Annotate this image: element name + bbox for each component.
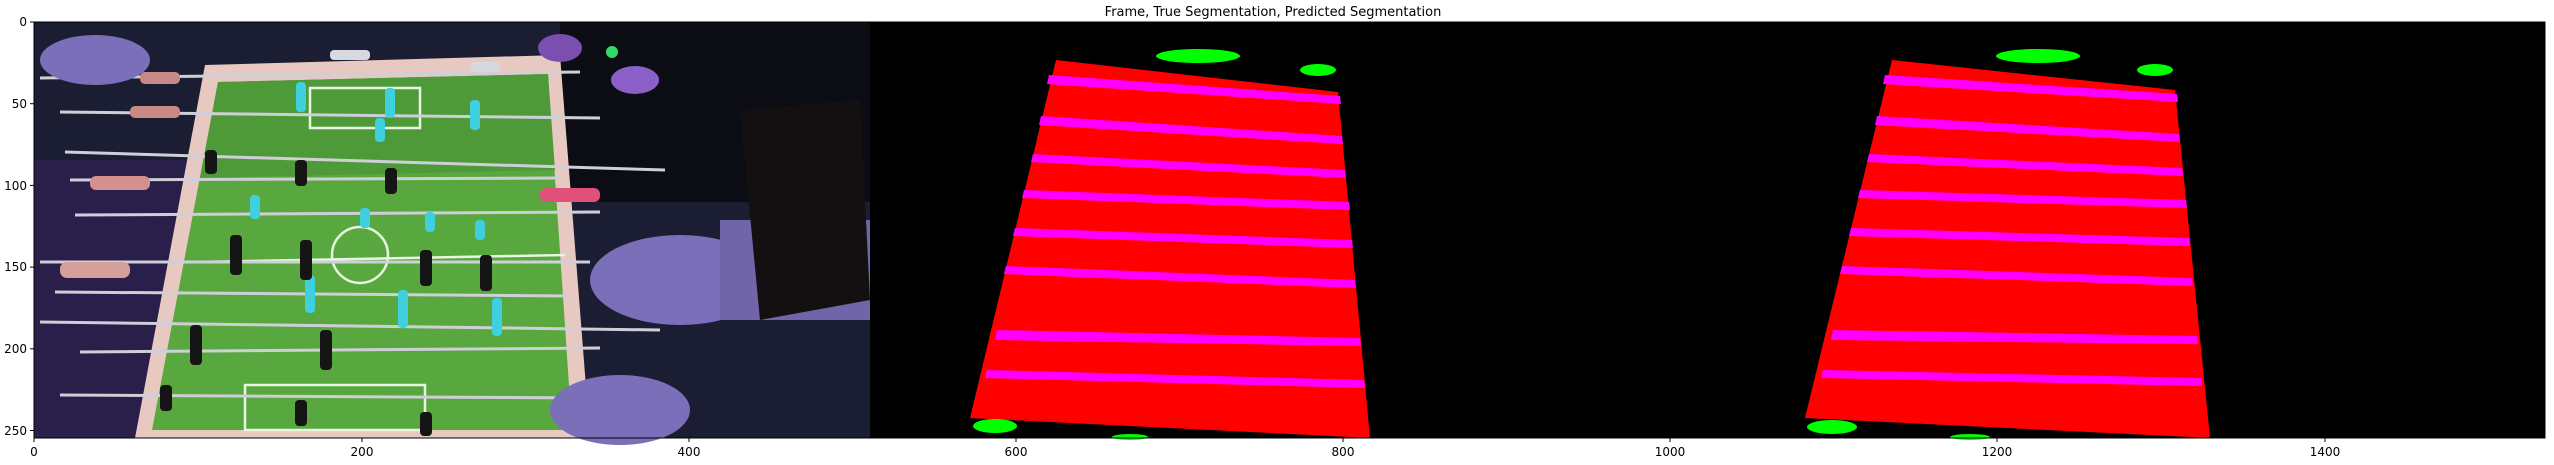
x-axis: 0 200 400 600 800 1000 1200 1400	[30, 438, 2340, 459]
player-torso	[740, 100, 870, 320]
true-rod-stripes	[985, 75, 1365, 388]
predicted-segmentation-panel	[1805, 49, 2210, 440]
sneakers	[538, 34, 659, 94]
x-tick-label: 1000	[1655, 445, 1686, 459]
x-tick-label: 1400	[2310, 445, 2341, 459]
foosball-players-black	[160, 150, 492, 436]
x-tick-label: 400	[678, 445, 701, 459]
y-tick-label: 50	[12, 97, 27, 111]
y-tick-label: 250	[4, 424, 27, 438]
x-tick-label: 0	[30, 445, 38, 459]
y-tick-label: 200	[4, 342, 27, 356]
image-area	[34, 22, 2545, 445]
y-tick-label: 0	[19, 15, 27, 29]
x-tick-label: 600	[1005, 445, 1028, 459]
predicted-rod-stripes	[1821, 75, 2202, 386]
y-axis: 0 50 100 150 200 250	[4, 15, 34, 438]
true-segmentation-panel	[970, 49, 1370, 440]
x-tick-label: 1200	[1982, 445, 2013, 459]
foosball-players-blue	[250, 82, 502, 336]
x-tick-label: 800	[1332, 445, 1355, 459]
x-tick-label: 200	[351, 445, 374, 459]
axes-frame	[33, 21, 2546, 439]
frame-panel	[34, 22, 870, 445]
y-tick-label: 150	[4, 260, 27, 274]
y-tick-label: 100	[4, 179, 27, 193]
predicted-table-mask	[1805, 60, 2210, 438]
figure-title: Frame, True Segmentation, Predicted Segm…	[1105, 5, 1442, 20]
